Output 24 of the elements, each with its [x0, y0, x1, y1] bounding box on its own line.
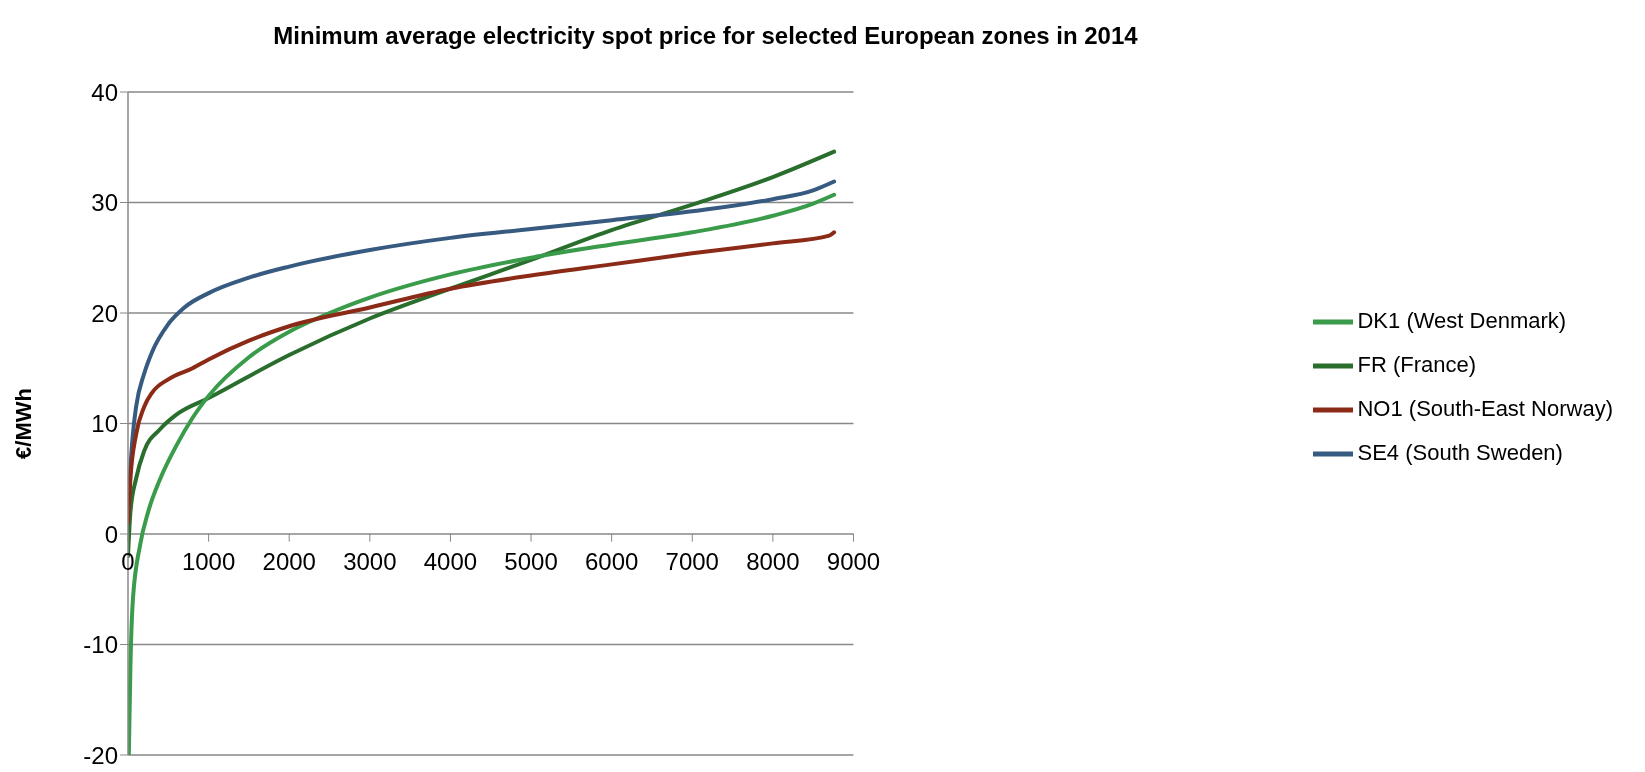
- y-tick-label: -10: [83, 631, 118, 659]
- y-tick-label: 20: [91, 299, 118, 327]
- y-tick-label: 40: [91, 78, 118, 106]
- x-tick-label: 3000: [343, 547, 397, 575]
- x-tick-label: 7000: [665, 547, 719, 575]
- x-tick-label: 0: [121, 547, 135, 575]
- x-tick-label: 6000: [584, 547, 639, 575]
- x-tick-label: 8000: [746, 547, 800, 575]
- x-tick-label: 1000: [181, 547, 236, 575]
- x-tick-label: 9000: [826, 547, 881, 575]
- legend-label: DK1 (West Denmark): [1357, 308, 1567, 333]
- chart-title: Minimum average electricity spot price for selected European zones in 2014: [272, 22, 1139, 50]
- x-tick-label: 4000: [423, 547, 478, 575]
- line-series: [128, 230, 837, 525]
- legend-label: FR (France): [1357, 352, 1477, 377]
- legend-label: NO1 (South-East Norway): [1357, 396, 1613, 421]
- legend-label: SE4 (South Sweden): [1357, 440, 1563, 465]
- x-tick-label: 2000: [262, 547, 316, 575]
- y-tick-label: 10: [91, 410, 118, 438]
- y-tick-label: 0: [104, 520, 118, 548]
- y-axis-title: €/MWh: [10, 388, 36, 459]
- y-tick-label: 30: [91, 189, 118, 217]
- x-tick-label: 5000: [504, 547, 558, 575]
- y-tick-label: -20: [83, 741, 118, 769]
